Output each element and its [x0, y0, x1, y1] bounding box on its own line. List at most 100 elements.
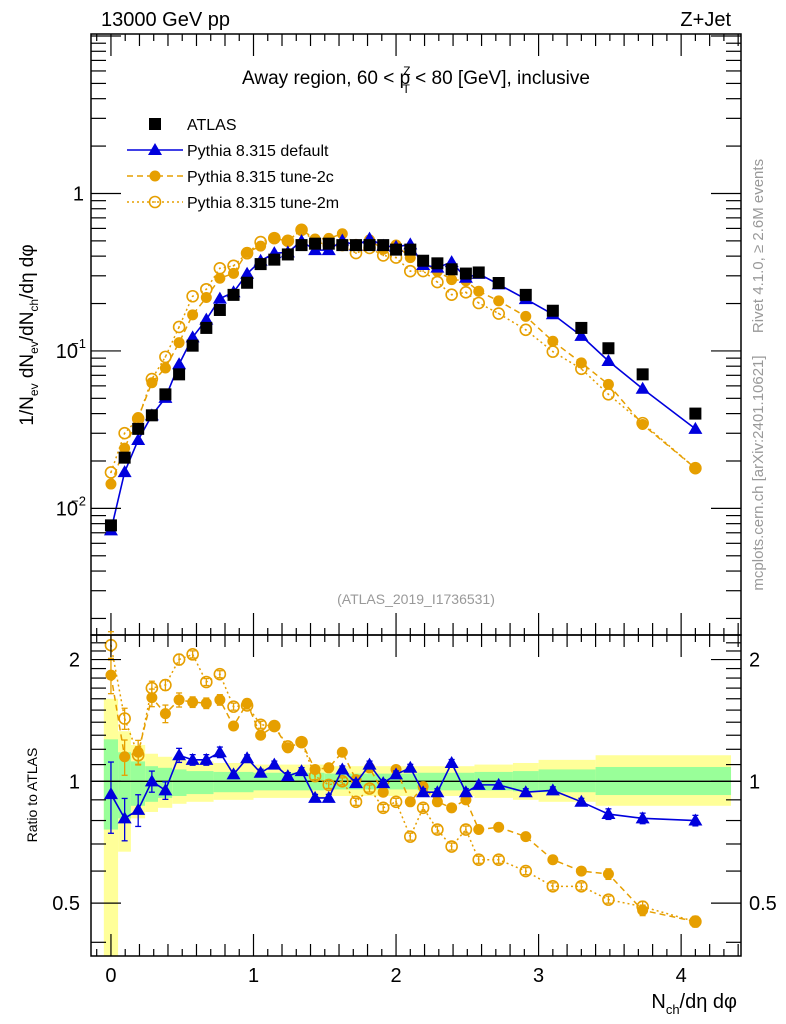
uncertainty-band-green	[172, 769, 187, 796]
ratio-point-tune2m	[546, 880, 560, 893]
point-tune2m	[492, 307, 505, 320]
title-post: < 80 [GeV], inclusive	[410, 68, 590, 89]
ratio-point-default	[403, 760, 418, 773]
point-tune2m-center	[123, 432, 126, 435]
point-tune2m-center	[164, 355, 167, 358]
ratio-ylabel: Ratio to ATLAS	[24, 748, 40, 843]
point-atlas	[227, 288, 240, 301]
ratio-point-tune2c	[268, 720, 280, 732]
ratio-point-tune2m	[118, 712, 131, 725]
ratio-point-tune2c	[689, 916, 701, 928]
ratio-point-default	[280, 769, 295, 782]
point-tune2c	[520, 310, 532, 322]
ylabel-c: /dN	[17, 312, 38, 342]
legend-marker-default	[148, 143, 162, 155]
xlabel-a-sub: ch	[666, 1002, 680, 1017]
point-atlas	[390, 243, 403, 256]
point-tune2c	[119, 442, 131, 454]
ratio-point-tune2c	[431, 796, 443, 808]
point-tune2c	[282, 235, 294, 247]
point-atlas	[281, 248, 294, 261]
point-atlas	[213, 303, 226, 316]
ratio-point-tune2m	[403, 830, 417, 843]
uncertainty-band-green	[130, 761, 146, 806]
point-tune2m	[172, 320, 186, 334]
point-tune2m-center	[524, 328, 527, 331]
point-atlas	[519, 288, 532, 301]
x-tick-label: 4	[676, 965, 687, 987]
point-default	[172, 357, 187, 370]
point-tune2c	[255, 240, 267, 252]
uncertainty-band-green	[186, 771, 214, 795]
point-atlas	[363, 239, 376, 252]
ratio-point-default	[458, 785, 473, 798]
ratio-point-tune2m	[519, 864, 533, 878]
point-tune2c	[296, 224, 308, 236]
legend-label-tune2c: Pythia 8.315 tune-2c	[187, 169, 334, 186]
ratio-point-default	[389, 767, 404, 780]
point-tune2m-center	[191, 295, 194, 298]
point-default	[240, 266, 255, 279]
ratio-point-tune2m-center	[395, 800, 397, 803]
ratio-point-tune2c	[241, 697, 253, 709]
ratio-y-tick-label: 1	[69, 771, 80, 793]
main-panel: 10−210−11 Away region, 60 < pZ T < 80 [Ge…	[17, 33, 742, 636]
ratio-point-tune2m-center	[497, 858, 500, 861]
point-atlas	[118, 451, 131, 464]
point-tune2c	[241, 246, 253, 258]
ratio-point-tune2m-center	[123, 717, 126, 720]
plot-title: Away region, 60 < pZ T < 80 [GeV], inclus…	[242, 64, 590, 96]
x-axis-label: Nch/dη dφ	[651, 991, 737, 1017]
point-tune2c	[228, 267, 240, 279]
point-tune2m	[104, 466, 118, 479]
point-atlas	[377, 239, 390, 252]
point-tune2m-center	[355, 252, 357, 254]
ratio-point-tune2c	[547, 854, 559, 866]
legend-label-tune2m: Pythia 8.315 tune-2m	[187, 195, 339, 212]
point-tune2m-center	[607, 393, 610, 396]
ratio-point-tune2m-center	[355, 800, 357, 803]
y-tick-label: 10	[56, 498, 78, 520]
point-atlas	[417, 254, 430, 267]
point-tune2c	[214, 272, 226, 284]
point-default	[199, 312, 214, 325]
ratio-point-tune2m	[213, 667, 227, 681]
point-atlas	[186, 339, 199, 352]
point-atlas	[145, 409, 158, 422]
point-atlas	[689, 407, 702, 420]
ratio-point-tune2m	[363, 782, 376, 795]
x-tick-label: 2	[390, 965, 401, 987]
ratio-point-default	[240, 751, 255, 764]
point-atlas	[268, 253, 281, 266]
ratio-point-tune2m	[186, 648, 199, 661]
point-tune2c	[187, 309, 199, 321]
ratio-point-tune2m	[172, 653, 186, 666]
point-tune2c	[268, 232, 280, 244]
point-tune2m-center	[205, 288, 208, 291]
ratio-point-default	[212, 745, 227, 758]
ratio-point-tune2c	[282, 742, 294, 754]
point-atlas	[636, 368, 649, 381]
ratio-point-tune2m	[459, 823, 473, 836]
xlabel-b: /dη dφ	[680, 991, 737, 1013]
point-tune2c	[105, 478, 117, 490]
point-tune2m	[118, 426, 131, 440]
ratio-point-tune2m	[602, 893, 615, 906]
ratio-point-tune2m-center	[524, 870, 527, 872]
legend-marker-tune2m	[148, 195, 162, 209]
ratio-point-default	[253, 765, 268, 778]
ratio-point-tune2c	[637, 904, 649, 916]
point-default	[574, 328, 589, 341]
point-tune2m-center	[110, 471, 112, 474]
point-atlas	[241, 276, 254, 289]
ylabel-a: 1/N	[17, 396, 38, 426]
point-tune2m-center	[232, 264, 235, 267]
ylabel-a-sub: ev	[27, 383, 41, 396]
ratio-point-default	[601, 807, 616, 820]
header-energy: 13000 GeV pp	[101, 9, 230, 31]
point-default	[117, 465, 132, 478]
legend-label-atlas: ATLAS	[187, 117, 237, 134]
uncertainty-band-green	[213, 771, 254, 793]
point-atlas	[132, 422, 145, 435]
point-tune2c	[173, 337, 185, 349]
